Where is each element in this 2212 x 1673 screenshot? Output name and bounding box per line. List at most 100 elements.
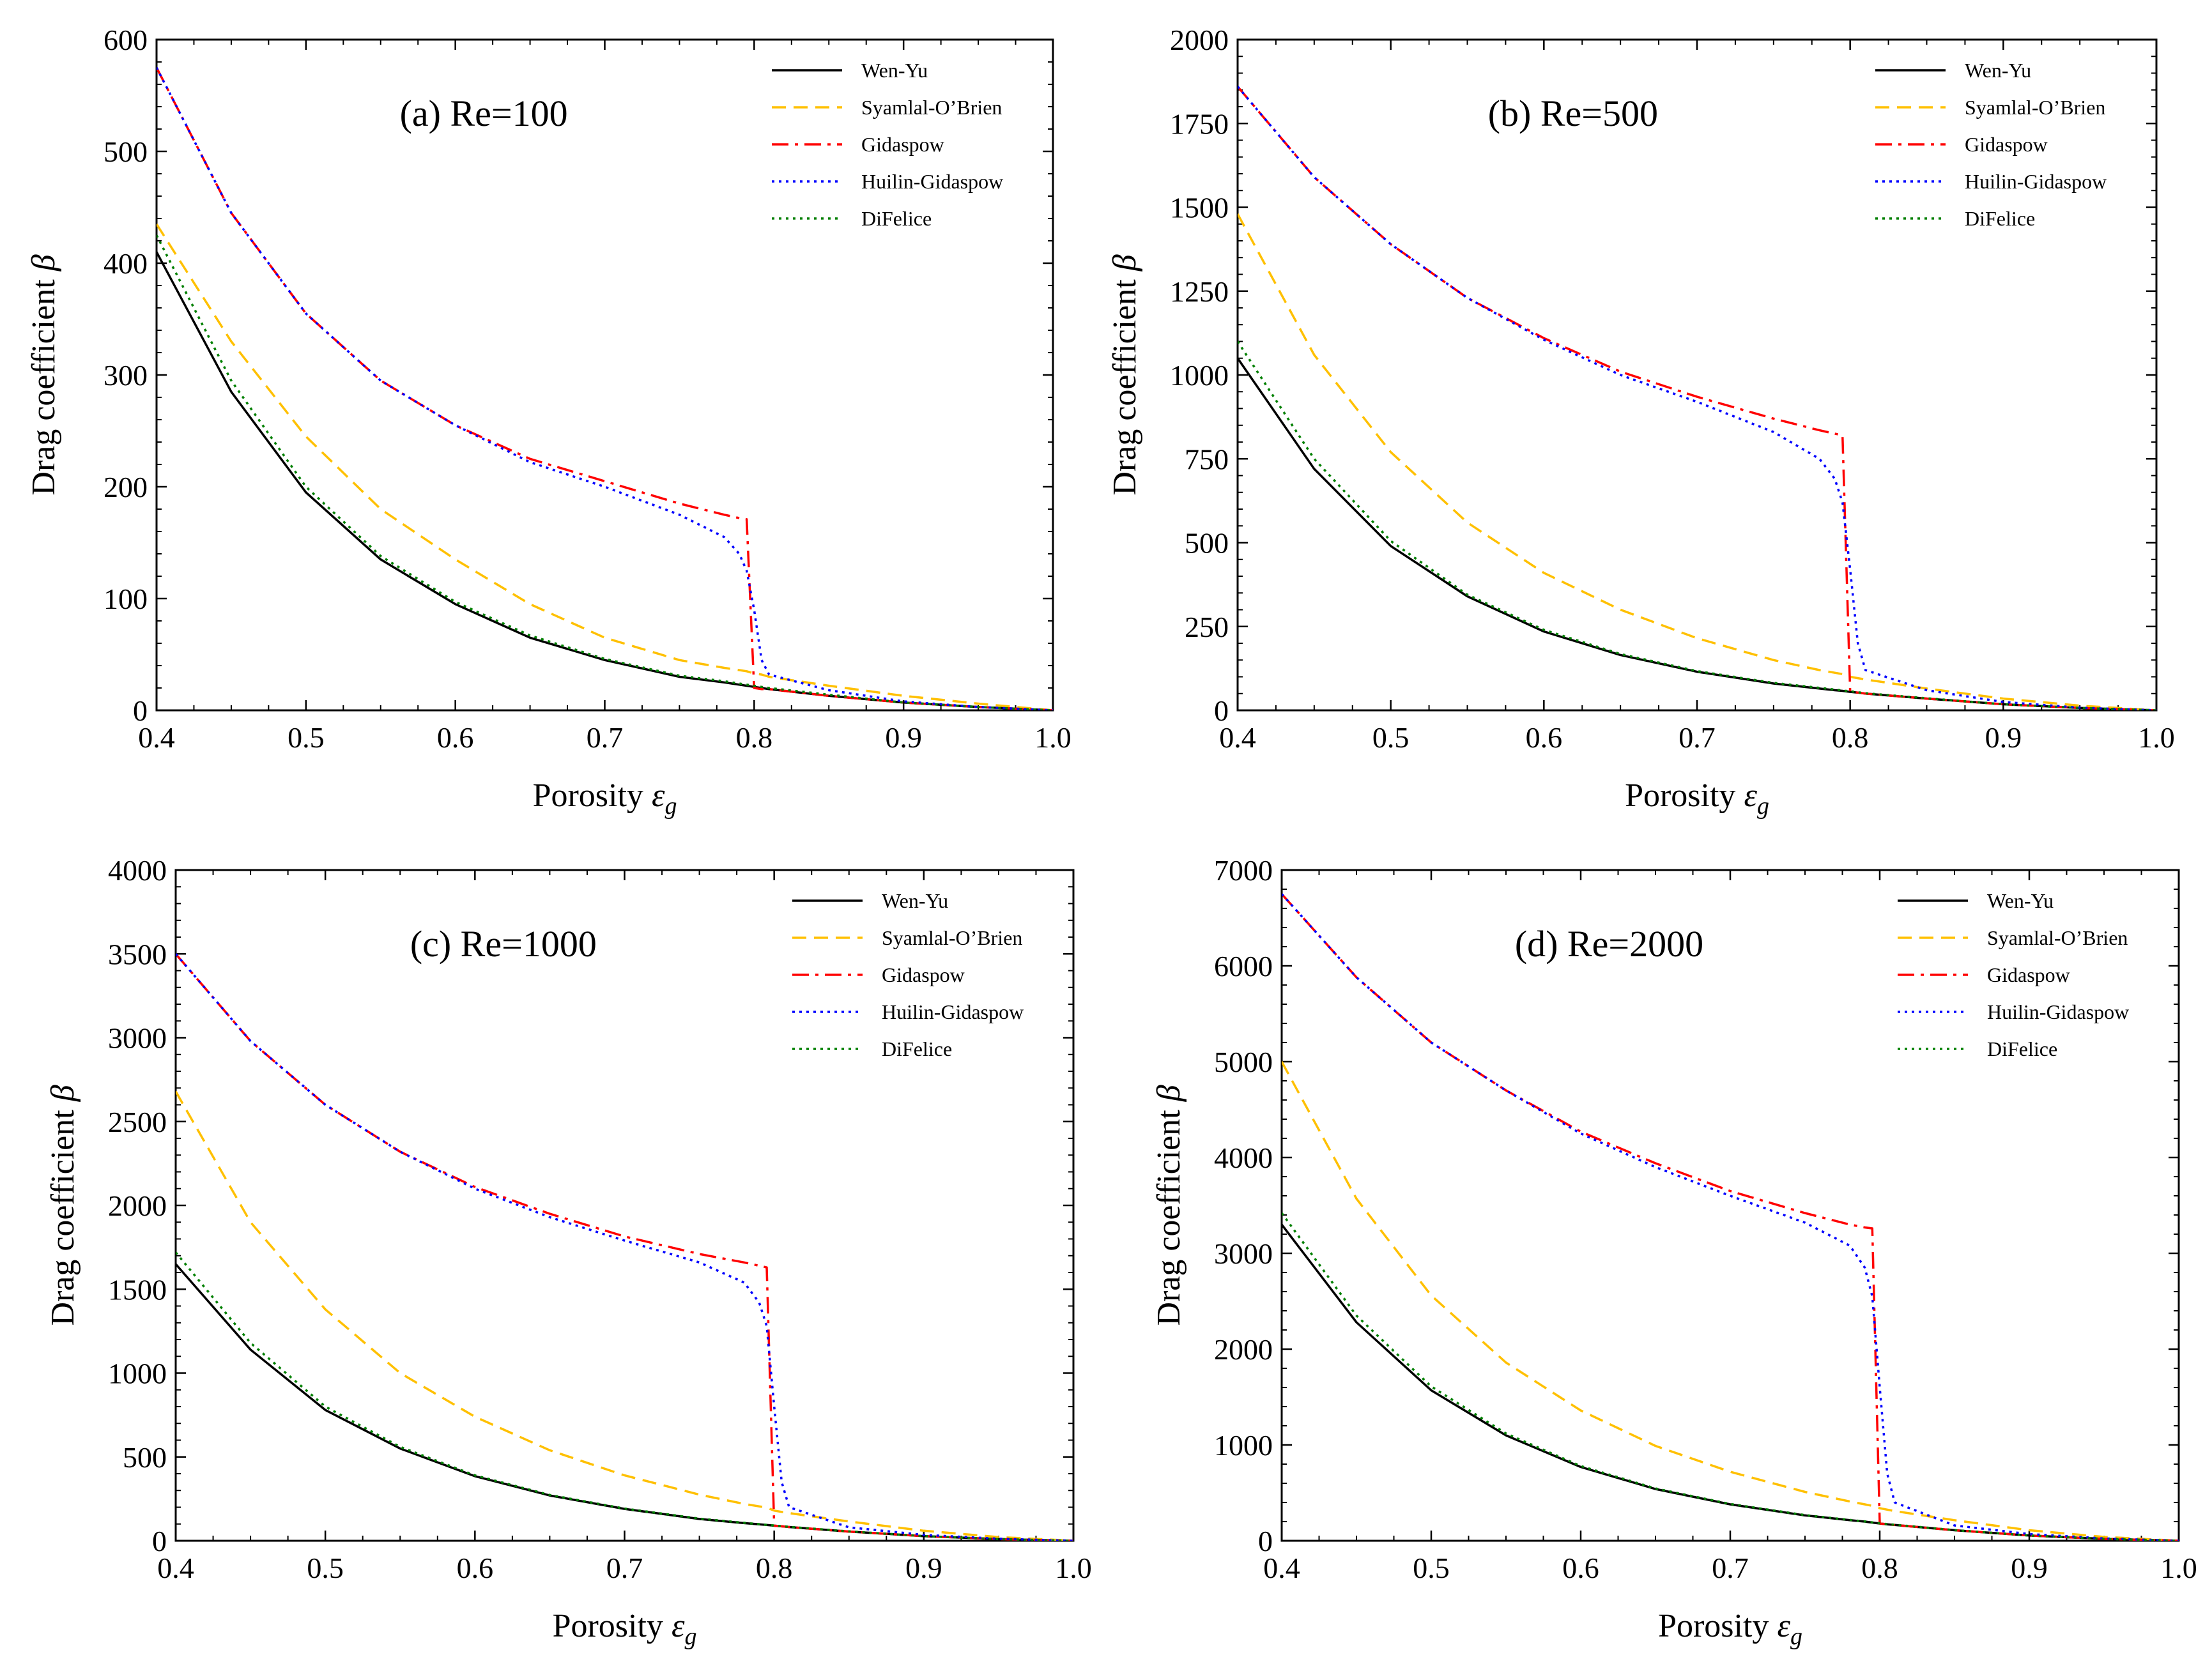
chart-panel-2: 0.4 0.5 0.6 0.7 0.8 0.9 1.0 0 250 500 750 1000 1250 1… (1107, 24, 2175, 820)
series-line-huilin-gidaspow (157, 67, 1053, 710)
series-line-wen-yu (157, 251, 1053, 710)
x-tick-label: 0.6 (1562, 1552, 1599, 1584)
legend-label: Huilin-Gidaspow (1965, 170, 2107, 193)
y-axis-title: Drag coefficient β (45, 1085, 81, 1325)
x-tick-label: 0.6 (1526, 721, 1563, 754)
x-tick-label: 0.7 (587, 721, 624, 754)
x-tick-label: 0.4 (138, 721, 175, 754)
series-line-syamlal-o-brien (176, 1090, 1073, 1541)
x-tick-label: 0.5 (288, 721, 325, 754)
x-tick-label: 0.8 (1861, 1552, 1898, 1584)
legend-label: Huilin-Gidaspow (882, 1000, 1024, 1023)
series-line-syamlal-o-brien (1238, 213, 2156, 710)
x-tick-label: 1.0 (1055, 1552, 1092, 1584)
y-tick-label: 0 (1214, 694, 1229, 727)
x-tick-label: 0.6 (437, 721, 474, 754)
x-axis-title: Porosity εg (1658, 1608, 1802, 1650)
y-tick-label: 1250 (1170, 275, 1229, 308)
y-tick-label: 0 (133, 694, 148, 727)
y-tick-label: 7000 (1214, 854, 1273, 887)
y-tick-label: 6000 (1214, 950, 1273, 982)
x-axis-title: Porosity εg (553, 1608, 697, 1650)
y-tick-label: 2000 (1214, 1333, 1273, 1366)
x-tick-label: 1.0 (1034, 721, 1071, 754)
legend-label: Syamlal-O’Brien (861, 96, 1002, 119)
x-tick-label: 0.4 (1263, 1552, 1300, 1584)
x-tick-label: 0.9 (2011, 1552, 2048, 1584)
chart-panel-3: 0.4 0.5 0.6 0.7 0.8 0.9 1.0 0 500 1000 1500 2000 250… (45, 854, 1092, 1650)
series-line-difelice (1238, 340, 2156, 710)
y-tick-label: 500 (123, 1441, 167, 1474)
series-line-wen-yu (1238, 357, 2156, 710)
y-tick-label: 750 (1185, 443, 1229, 475)
y-tick-label: 100 (104, 583, 148, 615)
legend-label: Wen-Yu (882, 889, 948, 912)
x-tick-label: 1.0 (2160, 1552, 2197, 1584)
y-tick-label: 1000 (1214, 1429, 1273, 1462)
x-tick-label: 1.0 (2138, 721, 2175, 754)
y-tick-label: 2000 (1170, 24, 1229, 56)
legend-label: DiFelice (1965, 207, 2035, 230)
x-axis-title: Porosity εg (533, 777, 677, 820)
panel-title: (d) Re=2000 (1515, 923, 1703, 965)
panel-title: (c) Re=1000 (410, 923, 597, 965)
series-line-gidaspow (1238, 86, 2156, 710)
series-line-huilin-gidaspow (1282, 893, 2179, 1541)
x-tick-label: 0.7 (1678, 721, 1716, 754)
chart-panel-4: 0.4 0.5 0.6 0.7 0.8 0.9 1.0 0 1000 2000 3000 4000 50… (1151, 854, 2197, 1650)
legend-label: DiFelice (861, 207, 932, 230)
x-tick-label: 0.5 (1413, 1552, 1450, 1584)
legend-label: Gidaspow (861, 133, 944, 156)
x-tick-label: 0.5 (1372, 721, 1409, 754)
legend-label: Huilin-Gidaspow (1987, 1000, 2129, 1023)
chart-panel-1: 0.4 0.5 0.6 0.7 0.8 0.9 1.0 0 100 200 300 400 500 600… (26, 24, 1071, 820)
series-line-huilin-gidaspow (1238, 86, 2156, 710)
x-tick-label: 0.7 (1712, 1552, 1749, 1584)
series-line-syamlal-o-brien (1282, 1061, 2179, 1541)
x-tick-label: 0.9 (1985, 721, 2022, 754)
y-axis-title: Drag coefficient β (26, 254, 62, 495)
x-tick-label: 0.5 (307, 1552, 344, 1584)
y-tick-label: 3000 (108, 1022, 167, 1055)
legend-label: Gidaspow (882, 963, 965, 986)
legend-label: Syamlal-O’Brien (1987, 926, 2128, 949)
x-tick-label: 0.8 (1832, 721, 1869, 754)
y-axis-title: Drag coefficient β (1107, 254, 1143, 495)
y-tick-label: 0 (1258, 1525, 1273, 1557)
x-tick-label: 0.8 (736, 721, 773, 754)
y-tick-label: 1750 (1170, 107, 1229, 140)
x-tick-label: 0.7 (606, 1552, 643, 1584)
legend-label: Wen-Yu (861, 59, 928, 82)
legend-label: DiFelice (1987, 1037, 2057, 1060)
x-tick-label: 0.4 (1219, 721, 1256, 754)
x-tick-label: 0.9 (885, 721, 922, 754)
y-tick-label: 2500 (108, 1106, 167, 1138)
y-tick-label: 400 (104, 247, 148, 280)
y-tick-label: 300 (104, 359, 148, 392)
series-line-wen-yu (1282, 1223, 2179, 1541)
panel-title: (b) Re=500 (1488, 93, 1658, 134)
legend-label: Wen-Yu (1987, 889, 2054, 912)
series-line-gidaspow (1282, 893, 2179, 1541)
legend-label: Syamlal-O’Brien (882, 926, 1022, 949)
legend-label: DiFelice (882, 1037, 952, 1060)
series-line-wen-yu (176, 1263, 1073, 1541)
y-tick-label: 500 (104, 135, 148, 168)
series-line-difelice (176, 1251, 1073, 1541)
y-tick-label: 1000 (1170, 359, 1229, 392)
legend-label: Huilin-Gidaspow (861, 170, 1003, 193)
series-line-huilin-gidaspow (176, 953, 1073, 1541)
x-tick-label: 0.4 (157, 1552, 194, 1584)
y-axis-title: Drag coefficient β (1151, 1085, 1187, 1325)
legend-label: Syamlal-O’Brien (1965, 96, 2105, 119)
legend-label: Gidaspow (1987, 963, 2070, 986)
y-tick-label: 0 (152, 1525, 167, 1557)
x-tick-label: 0.6 (457, 1552, 494, 1584)
legend-label: Wen-Yu (1965, 59, 2031, 82)
x-axis-title: Porosity εg (1625, 777, 1769, 820)
x-tick-label: 0.9 (905, 1552, 942, 1584)
y-tick-label: 200 (104, 471, 148, 503)
y-tick-label: 4000 (1214, 1142, 1273, 1174)
y-tick-label: 5000 (1214, 1046, 1273, 1078)
